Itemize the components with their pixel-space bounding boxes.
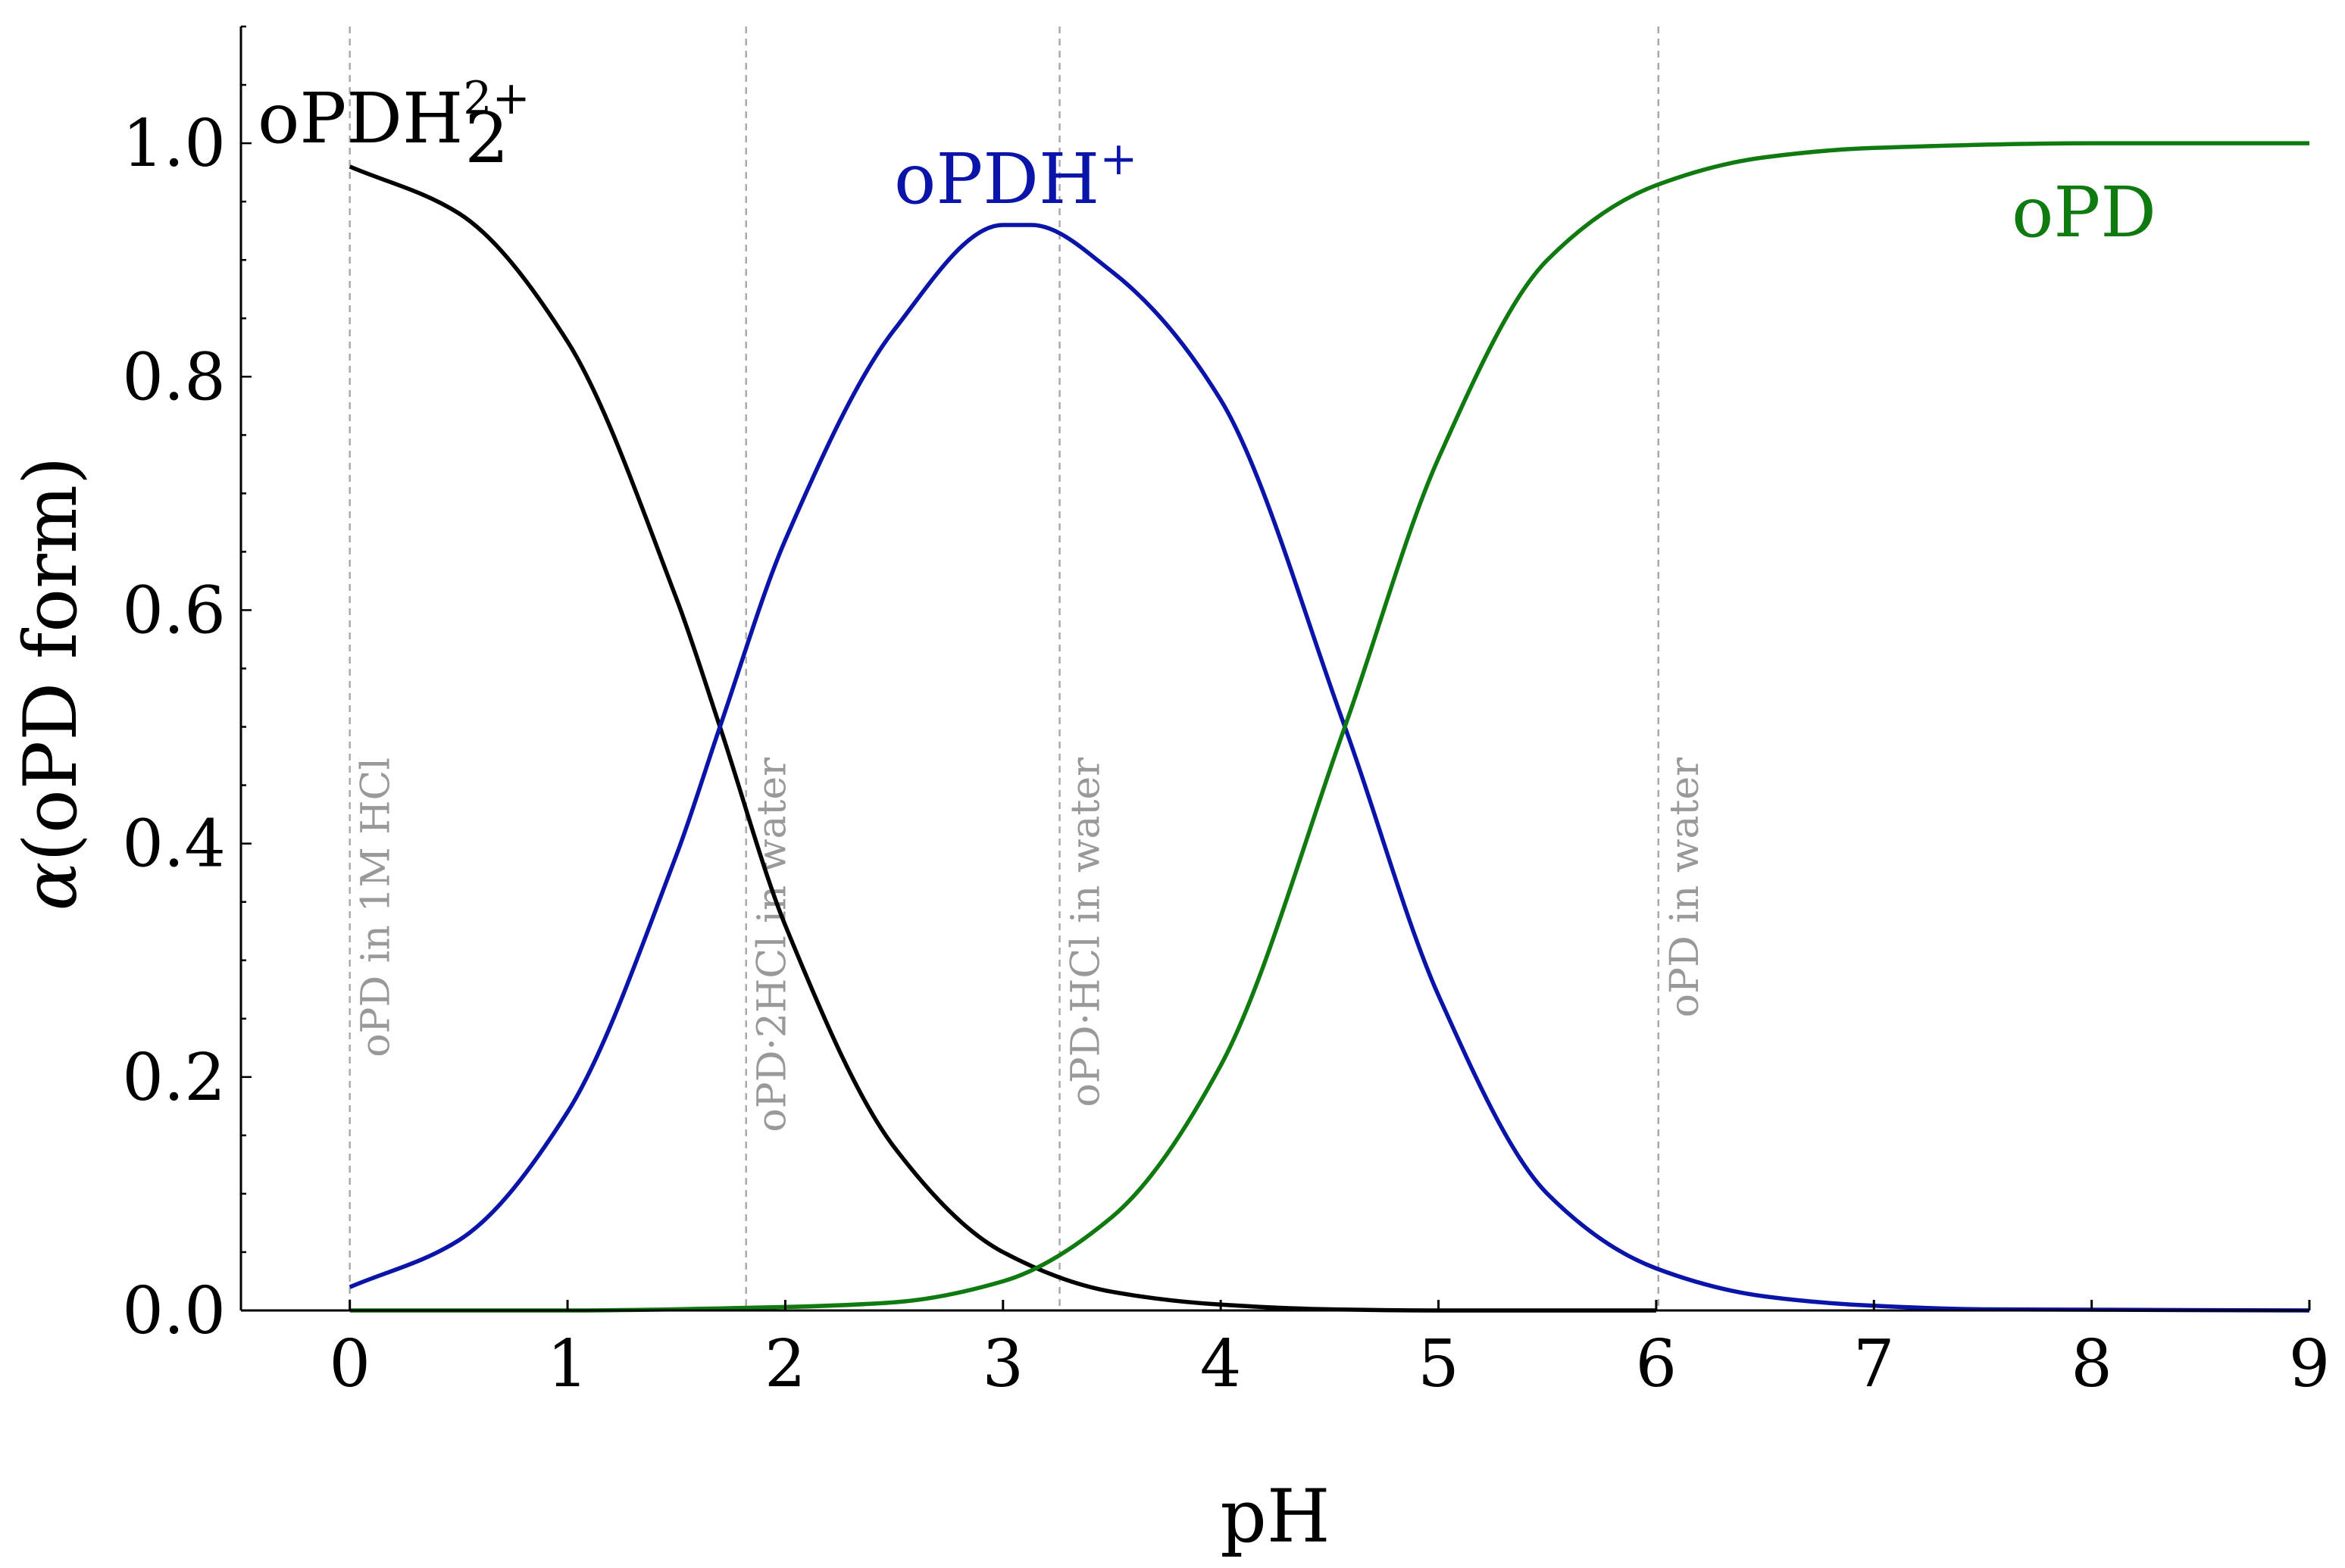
x-tick-label: 0 — [329, 1326, 371, 1402]
x-tick-label: 1 — [547, 1326, 589, 1402]
x-tick-label: 7 — [1853, 1326, 1895, 1402]
x-tick-label: 8 — [2071, 1326, 2112, 1402]
series-label-opdh2: oPDH2+ — [258, 72, 530, 159]
y-axis-title-symbol: α — [8, 862, 93, 911]
y-axis-title: α(oPD form) — [8, 457, 93, 911]
series-line-opdh2 — [349, 164, 1656, 1313]
y-tick-label: 0.6 — [122, 573, 226, 648]
reference-line-label: oPD in water — [1662, 757, 1708, 1017]
x-tick-label: 4 — [1200, 1326, 1242, 1402]
series-line-opd — [349, 141, 2309, 1313]
ticks: 0 1 2 3 4 5 6 7 8 9 0.0 0.2 0.4 0.6 0.8 1.0 — [122, 25, 2331, 1402]
reference-line-label: oPD·HCl in water — [1064, 757, 1109, 1107]
x-tick-label: 9 — [2289, 1326, 2331, 1402]
series-line-opdh — [349, 223, 2310, 1313]
y-tick-label: 0.4 — [122, 807, 226, 882]
x-axis-title: pH — [1220, 1474, 1330, 1559]
reference-lines: oPD in 1M HCl oPD·2HCl in water oPD·HCl in… — [349, 27, 1708, 1310]
x-tick-label: 3 — [982, 1326, 1024, 1402]
y-tick-label: 0.0 — [122, 1273, 226, 1349]
series-curves — [349, 141, 2310, 1313]
series-label-opdh: oPDH+ — [894, 133, 1138, 220]
series-label-opd: oPD — [2012, 172, 2156, 253]
reference-line-label: oPD·2HCl in water — [750, 757, 796, 1132]
y-tick-label: 0.2 — [122, 1040, 226, 1116]
reference-line-label: oPD in 1M HCl — [354, 757, 399, 1057]
x-tick-label: 6 — [1636, 1326, 1677, 1402]
y-axis-title-text: (oPD form) — [8, 457, 93, 862]
x-tick-label: 2 — [764, 1326, 806, 1402]
axes — [239, 27, 2309, 1312]
x-tick-label: 5 — [1418, 1326, 1459, 1402]
series-label-subscript: 2 — [464, 98, 509, 179]
y-tick-label: 0.8 — [122, 339, 226, 415]
y-tick-label: 1.0 — [122, 106, 226, 182]
